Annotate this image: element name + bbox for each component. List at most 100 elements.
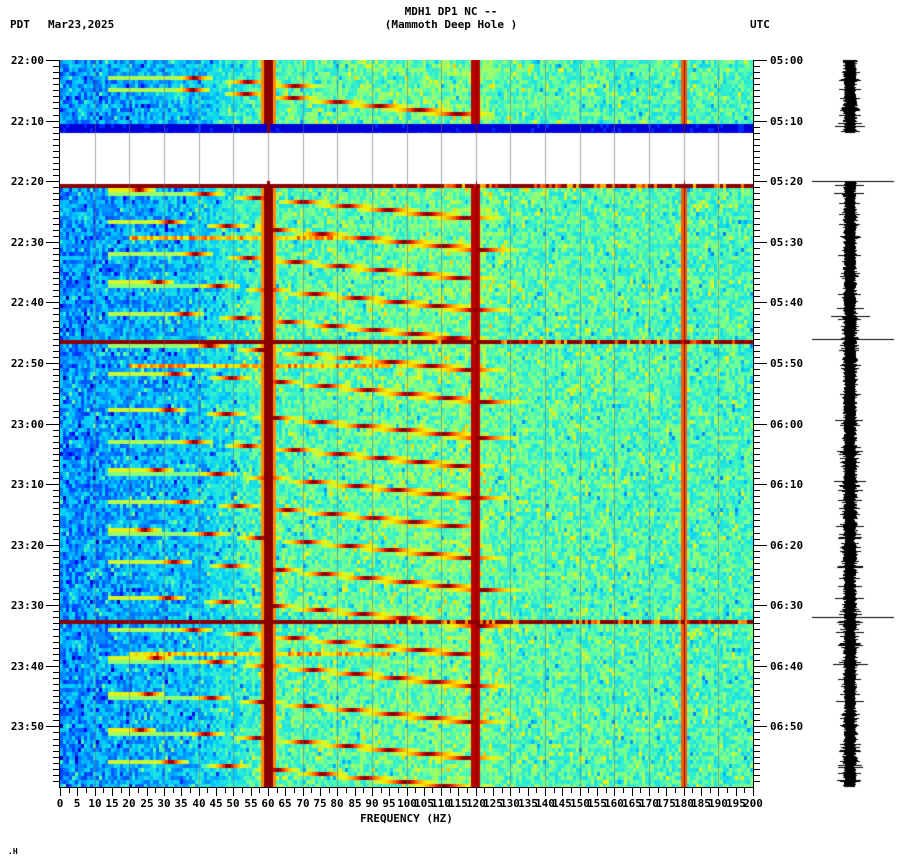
y-axis-left-label: 23:10: [10, 478, 44, 491]
x-tick-minor: [432, 788, 433, 793]
spectrogram-plot[interactable]: [60, 60, 753, 787]
x-tick-major: [389, 788, 390, 796]
x-axis-label: 15: [105, 797, 119, 810]
y-tick-minor-left: [53, 708, 60, 709]
x-tick-minor: [658, 788, 659, 793]
x-axis-label: 75: [313, 797, 327, 810]
y-tick-minor-left: [53, 751, 60, 752]
x-axis-label: 170: [639, 797, 659, 810]
y-tick-minor-right: [753, 411, 760, 412]
y-tick-minor-left: [53, 411, 60, 412]
y-tick-minor-right: [753, 224, 760, 225]
seismic-trace-panel[interactable]: [812, 58, 902, 790]
x-axis-label: 100: [397, 797, 417, 810]
x-tick-major: [718, 788, 719, 796]
y-tick-major-right: [753, 484, 767, 485]
y-tick-minor-right: [753, 569, 760, 570]
x-tick-major: [684, 788, 685, 796]
y-tick-minor-left: [53, 102, 60, 103]
y-tick-minor-left: [53, 224, 60, 225]
x-axis-label: 180: [674, 797, 694, 810]
y-tick-major-left: [46, 424, 60, 425]
y-tick-minor-left: [53, 690, 60, 691]
x-tick-minor: [692, 788, 693, 793]
y-tick-minor-left: [53, 442, 60, 443]
x-tick-minor: [190, 788, 191, 793]
y-tick-minor-right: [753, 533, 760, 534]
y-tick-minor-left: [53, 314, 60, 315]
y-tick-minor-right: [753, 175, 760, 176]
y-tick-minor-left: [53, 284, 60, 285]
y-tick-minor-right: [753, 551, 760, 552]
y-tick-minor-left: [53, 593, 60, 594]
x-tick-major: [580, 788, 581, 796]
y-tick-minor-left: [53, 333, 60, 334]
y-tick-minor-left: [53, 115, 60, 116]
y-tick-major-left: [46, 484, 60, 485]
y-tick-minor-right: [753, 211, 760, 212]
y-axis-left-label: 23:50: [10, 720, 44, 733]
y-tick-major-right: [753, 666, 767, 667]
y-tick-minor-right: [753, 648, 760, 649]
y-tick-minor-right: [753, 581, 760, 582]
x-tick-major: [597, 788, 598, 796]
x-tick-major: [372, 788, 373, 796]
y-tick-major-left: [46, 545, 60, 546]
y-tick-major-right: [753, 242, 767, 243]
y-tick-minor-right: [753, 684, 760, 685]
x-axis-label: 5: [73, 797, 81, 810]
y-tick-major-right: [753, 302, 767, 303]
y-tick-minor-left: [53, 260, 60, 261]
x-tick-minor: [588, 788, 589, 793]
x-axis-label: 190: [708, 797, 728, 810]
x-axis-label: 155: [587, 797, 607, 810]
y-tick-minor-right: [753, 248, 760, 249]
y-tick-minor-right: [753, 460, 760, 461]
x-axis-bottom: [59, 787, 754, 788]
y-tick-minor-right: [753, 157, 760, 158]
y-tick-minor-right: [753, 690, 760, 691]
x-axis-label: 20: [122, 797, 136, 810]
corner-mark: .H: [8, 847, 18, 856]
x-axis-label: 40: [192, 797, 206, 810]
x-tick-major: [303, 788, 304, 796]
y-tick-minor-right: [753, 145, 760, 146]
y-tick-minor-left: [53, 163, 60, 164]
y-tick-minor-right: [753, 284, 760, 285]
x-tick-minor: [640, 788, 641, 793]
x-tick-minor: [346, 788, 347, 793]
y-tick-minor-left: [53, 460, 60, 461]
x-axis-label: 10: [88, 797, 102, 810]
y-tick-minor-right: [753, 454, 760, 455]
x-axis-label: 185: [691, 797, 711, 810]
y-tick-minor-right: [753, 139, 760, 140]
y-tick-minor-left: [53, 623, 60, 624]
y-tick-minor-right: [753, 327, 760, 328]
y-tick-major-left: [46, 666, 60, 667]
x-tick-minor: [450, 788, 451, 793]
y-tick-minor-right: [753, 490, 760, 491]
y-tick-minor-right: [753, 526, 760, 527]
y-tick-minor-right: [753, 308, 760, 309]
x-tick-minor: [121, 788, 122, 793]
y-tick-minor-left: [53, 678, 60, 679]
y-tick-minor-right: [753, 260, 760, 261]
x-tick-minor: [467, 788, 468, 793]
y-tick-minor-left: [53, 78, 60, 79]
y-tick-minor-left: [53, 702, 60, 703]
y-tick-minor-left: [53, 533, 60, 534]
y-tick-minor-right: [753, 96, 760, 97]
y-tick-major-left: [46, 302, 60, 303]
x-tick-major: [181, 788, 182, 796]
x-tick-major: [320, 788, 321, 796]
y-tick-minor-right: [753, 672, 760, 673]
y-tick-minor-left: [53, 763, 60, 764]
y-tick-minor-left: [53, 248, 60, 249]
y-tick-minor-left: [53, 266, 60, 267]
y-tick-minor-left: [53, 169, 60, 170]
y-tick-minor-left: [53, 557, 60, 558]
y-tick-minor-right: [753, 290, 760, 291]
x-axis-label: 65: [278, 797, 292, 810]
x-tick-major: [407, 788, 408, 796]
y-tick-minor-left: [53, 684, 60, 685]
